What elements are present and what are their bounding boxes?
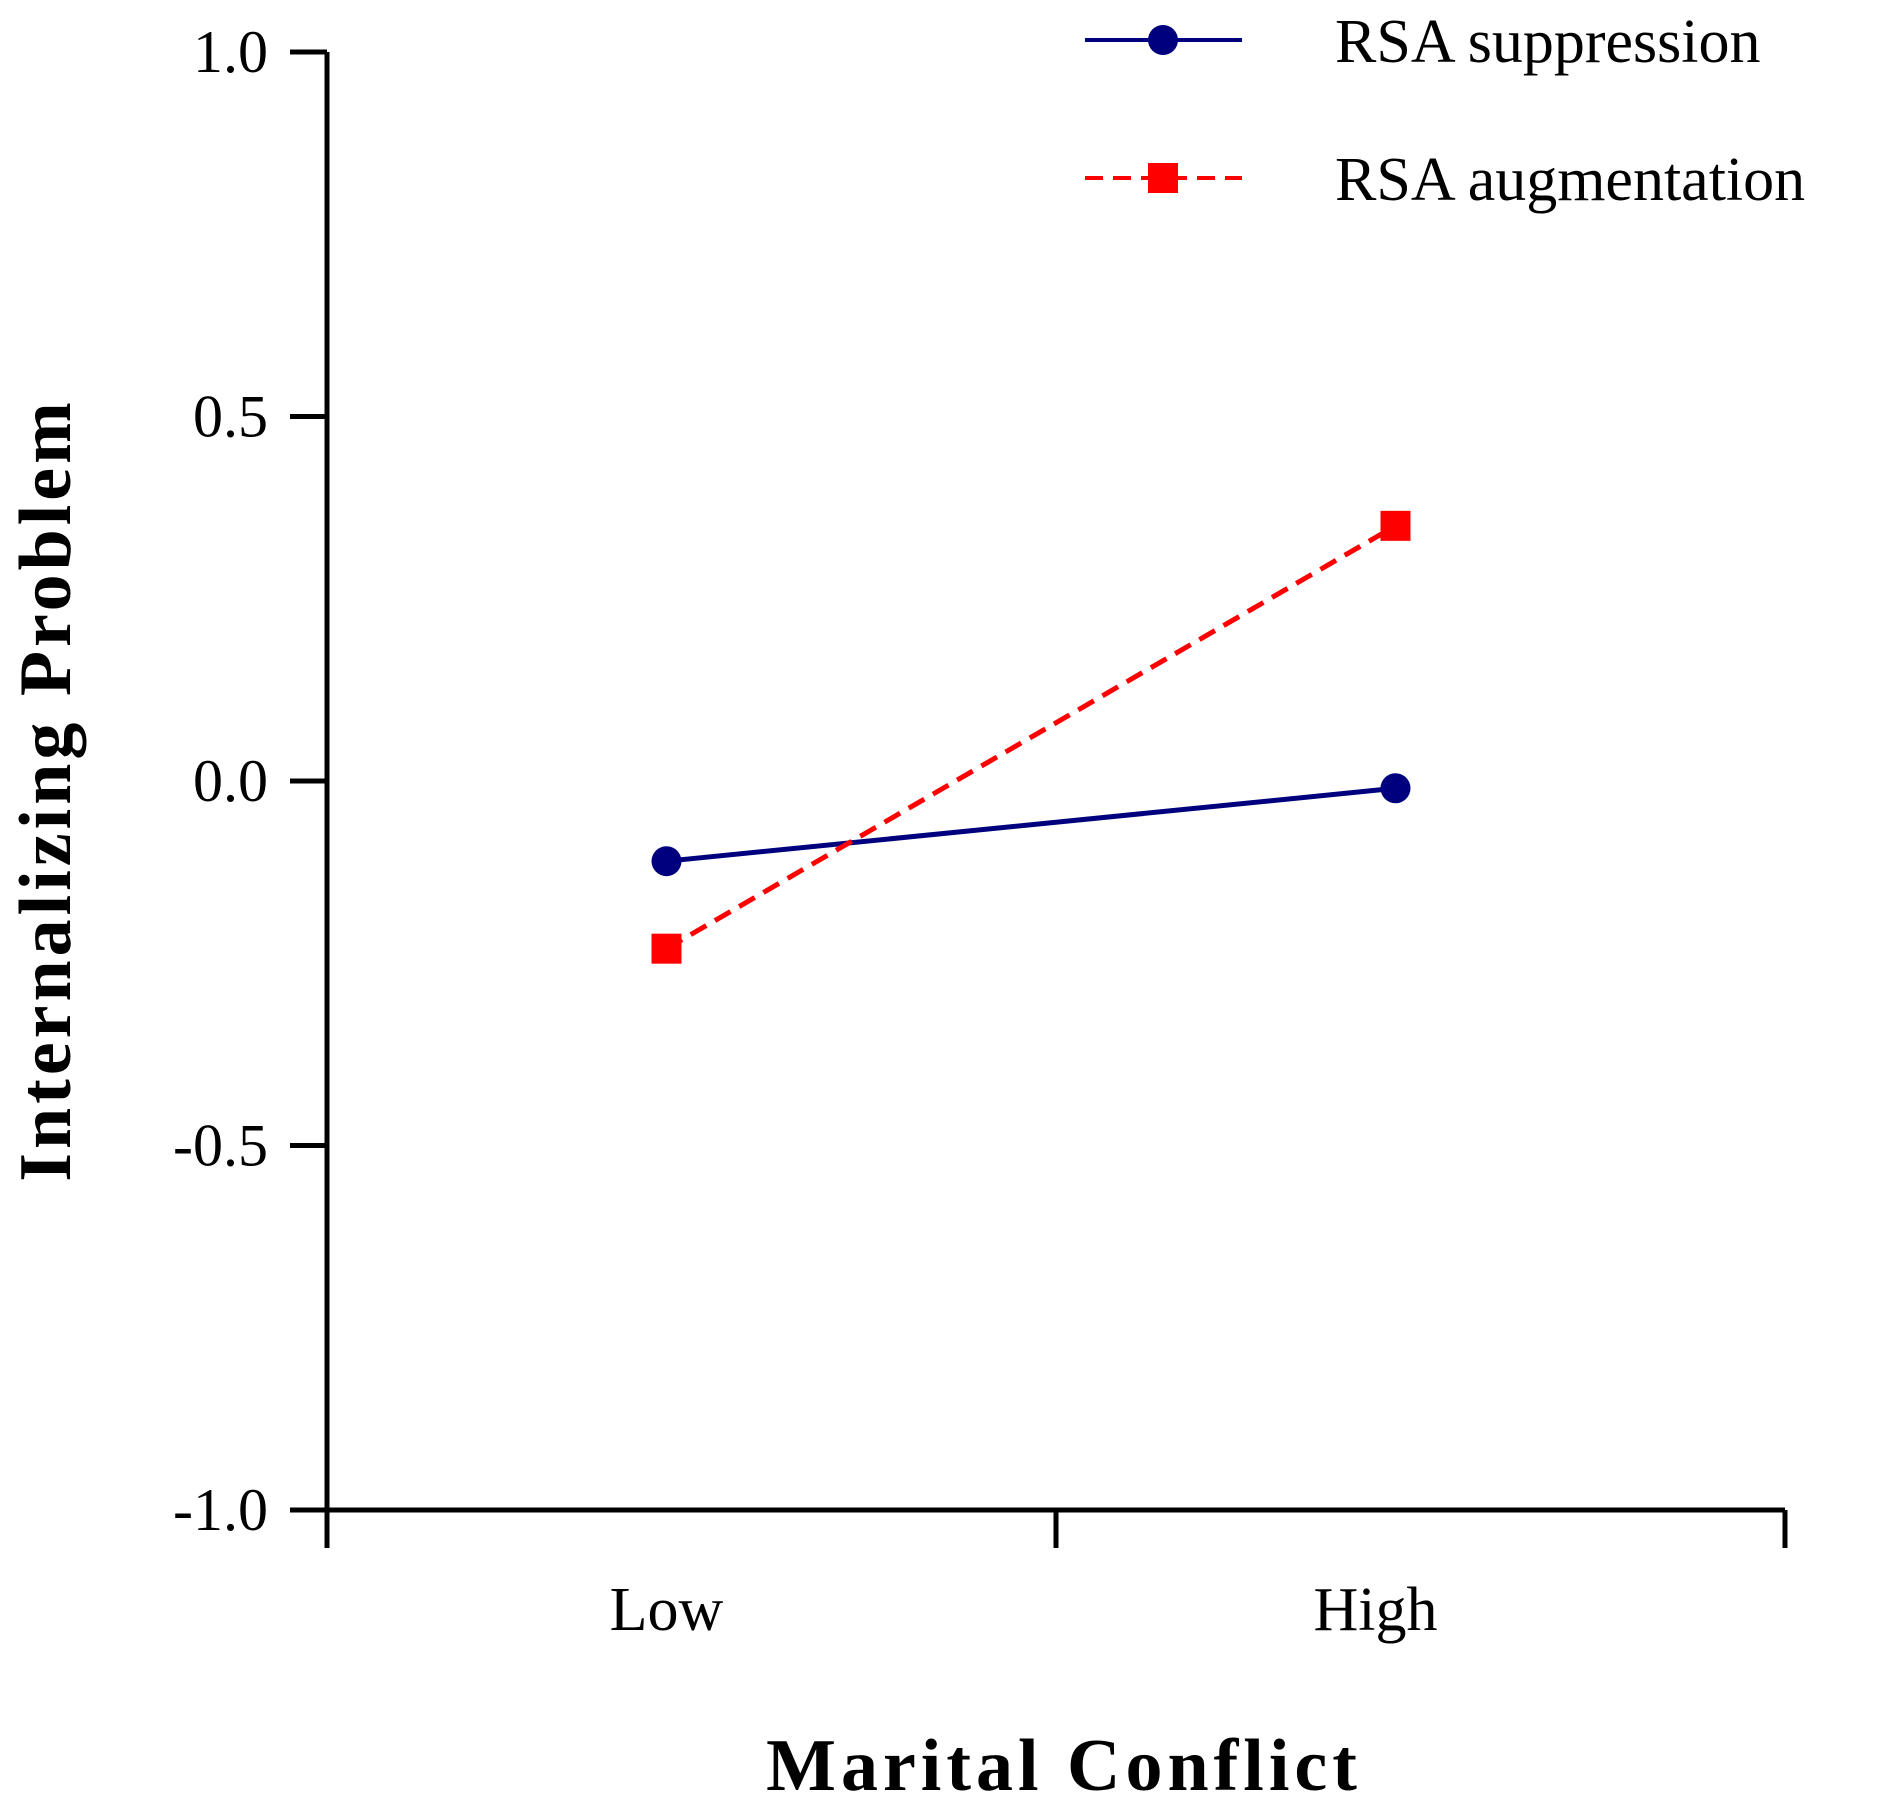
y-tick-label: 1.0 [193,19,268,85]
axes [324,52,1785,1513]
y-tick-label: 0.0 [193,748,268,814]
x-axis-title: Marital Conflict [766,1725,1362,1800]
legend-marker [1148,163,1178,193]
y-tick-label: -0.5 [173,1113,268,1179]
legend-marker [1148,25,1178,55]
y-tick-label: -1.0 [173,1477,268,1543]
y-ticks: -1.0 -0.5 0.0 0.5 1.0 [173,19,327,1543]
y-tick-label: 0.5 [193,384,268,450]
series-1 [651,510,1411,964]
data-point [1380,773,1411,804]
data-point [651,846,682,877]
x-tick-label: Low [610,1576,724,1644]
series-group [651,510,1411,964]
data-point [1380,510,1411,541]
series-line [666,785,1396,864]
x-tick-label: High [1314,1576,1438,1644]
y-axis-title: Internalizing Problem [5,398,87,1182]
legend-label: RSA augmentation [1335,146,1805,214]
legend: RSA suppression RSA augmentation [1085,8,1805,214]
legend-label: RSA suppression [1335,8,1760,76]
x-ticks [324,1510,1788,1548]
series-0 [651,773,1411,877]
data-point [651,933,682,964]
x-tick-labels: Low High [610,1576,1438,1644]
series-line [665,523,1397,951]
